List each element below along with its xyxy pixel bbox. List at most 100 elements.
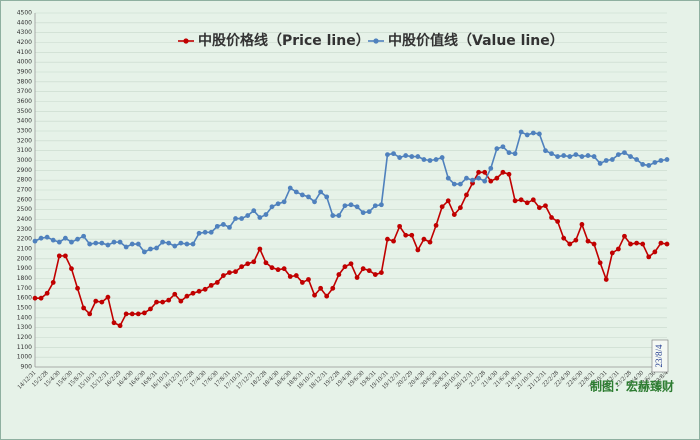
y-tick-label: 1800: [17, 275, 32, 282]
point: [585, 153, 591, 158]
point: [184, 293, 190, 299]
point: [148, 306, 153, 312]
point: [494, 175, 500, 181]
point: [293, 273, 299, 278]
point: [579, 154, 585, 159]
point: [439, 204, 445, 210]
point: [93, 298, 99, 304]
point: [306, 277, 311, 282]
annotation-box: [651, 339, 669, 373]
point: [87, 241, 93, 247]
point: [141, 249, 147, 255]
point: [591, 154, 597, 159]
y-tick-label: 4100: [17, 49, 32, 56]
point: [220, 273, 226, 278]
point: [129, 241, 135, 247]
point: [257, 215, 263, 220]
point: [330, 285, 336, 291]
point: [354, 204, 360, 210]
point: [275, 201, 281, 207]
point: [360, 210, 366, 216]
y-tick-label: 3100: [17, 147, 32, 154]
point: [287, 185, 293, 191]
point: [512, 151, 518, 157]
point: [524, 132, 530, 138]
point: [445, 175, 451, 181]
point: [615, 246, 621, 252]
point: [214, 280, 220, 285]
point: [464, 192, 469, 198]
point: [567, 241, 573, 247]
point: [239, 264, 245, 270]
y-tick-label: 2700: [17, 187, 32, 194]
point: [99, 240, 105, 246]
point: [451, 181, 457, 187]
point: [312, 292, 317, 298]
y-tick-label: 4300: [17, 29, 32, 36]
point: [281, 266, 287, 272]
legend-marker: [373, 38, 379, 44]
point: [397, 223, 403, 229]
y-tick-label: 4200: [17, 39, 32, 46]
point: [56, 253, 62, 259]
legend-marker: [183, 38, 189, 44]
point: [391, 238, 396, 244]
point: [330, 213, 336, 218]
point: [634, 157, 640, 162]
point: [549, 151, 554, 157]
y-tick-label: 1600: [17, 295, 32, 302]
point: [160, 239, 166, 245]
point: [543, 203, 548, 209]
point: [336, 272, 342, 277]
point: [135, 311, 141, 317]
y-tick-label: 2600: [17, 196, 32, 203]
point: [342, 264, 348, 270]
point: [299, 280, 305, 285]
point: [561, 235, 567, 241]
point: [190, 290, 196, 296]
y-tick-label: 3900: [17, 69, 32, 76]
point: [615, 152, 621, 158]
point: [336, 213, 342, 218]
point: [427, 158, 433, 163]
point: [111, 239, 117, 245]
point: [597, 161, 603, 166]
y-tick-label: 2400: [17, 216, 32, 223]
point: [433, 223, 439, 228]
point: [433, 157, 439, 162]
y-tick-label: 2200: [17, 236, 32, 243]
point: [50, 237, 56, 243]
point: [50, 280, 56, 285]
point: [251, 208, 257, 214]
point: [269, 265, 275, 271]
point: [44, 290, 50, 296]
y-tick-label: 4000: [17, 59, 32, 66]
point: [664, 241, 670, 247]
point: [299, 192, 305, 198]
point: [87, 311, 93, 317]
point: [281, 199, 287, 205]
point: [293, 189, 299, 195]
point: [56, 239, 62, 245]
point: [318, 285, 324, 291]
y-tick-label: 4500: [17, 10, 32, 17]
point: [105, 294, 111, 300]
point: [445, 198, 451, 204]
point: [172, 291, 178, 297]
point: [476, 169, 482, 175]
point: [421, 157, 427, 162]
point: [403, 153, 409, 158]
point: [391, 151, 396, 157]
point: [202, 286, 208, 292]
point: [342, 203, 348, 209]
point: [457, 181, 463, 187]
y-tick-label: 1300: [17, 324, 32, 331]
point: [81, 233, 87, 239]
point: [640, 162, 646, 167]
point: [154, 245, 159, 251]
legend-label: 中股价值线（Value line）: [388, 32, 564, 49]
annotation: 23/8/4: [654, 344, 664, 368]
point: [494, 146, 500, 152]
point: [622, 233, 627, 239]
point: [214, 223, 220, 229]
